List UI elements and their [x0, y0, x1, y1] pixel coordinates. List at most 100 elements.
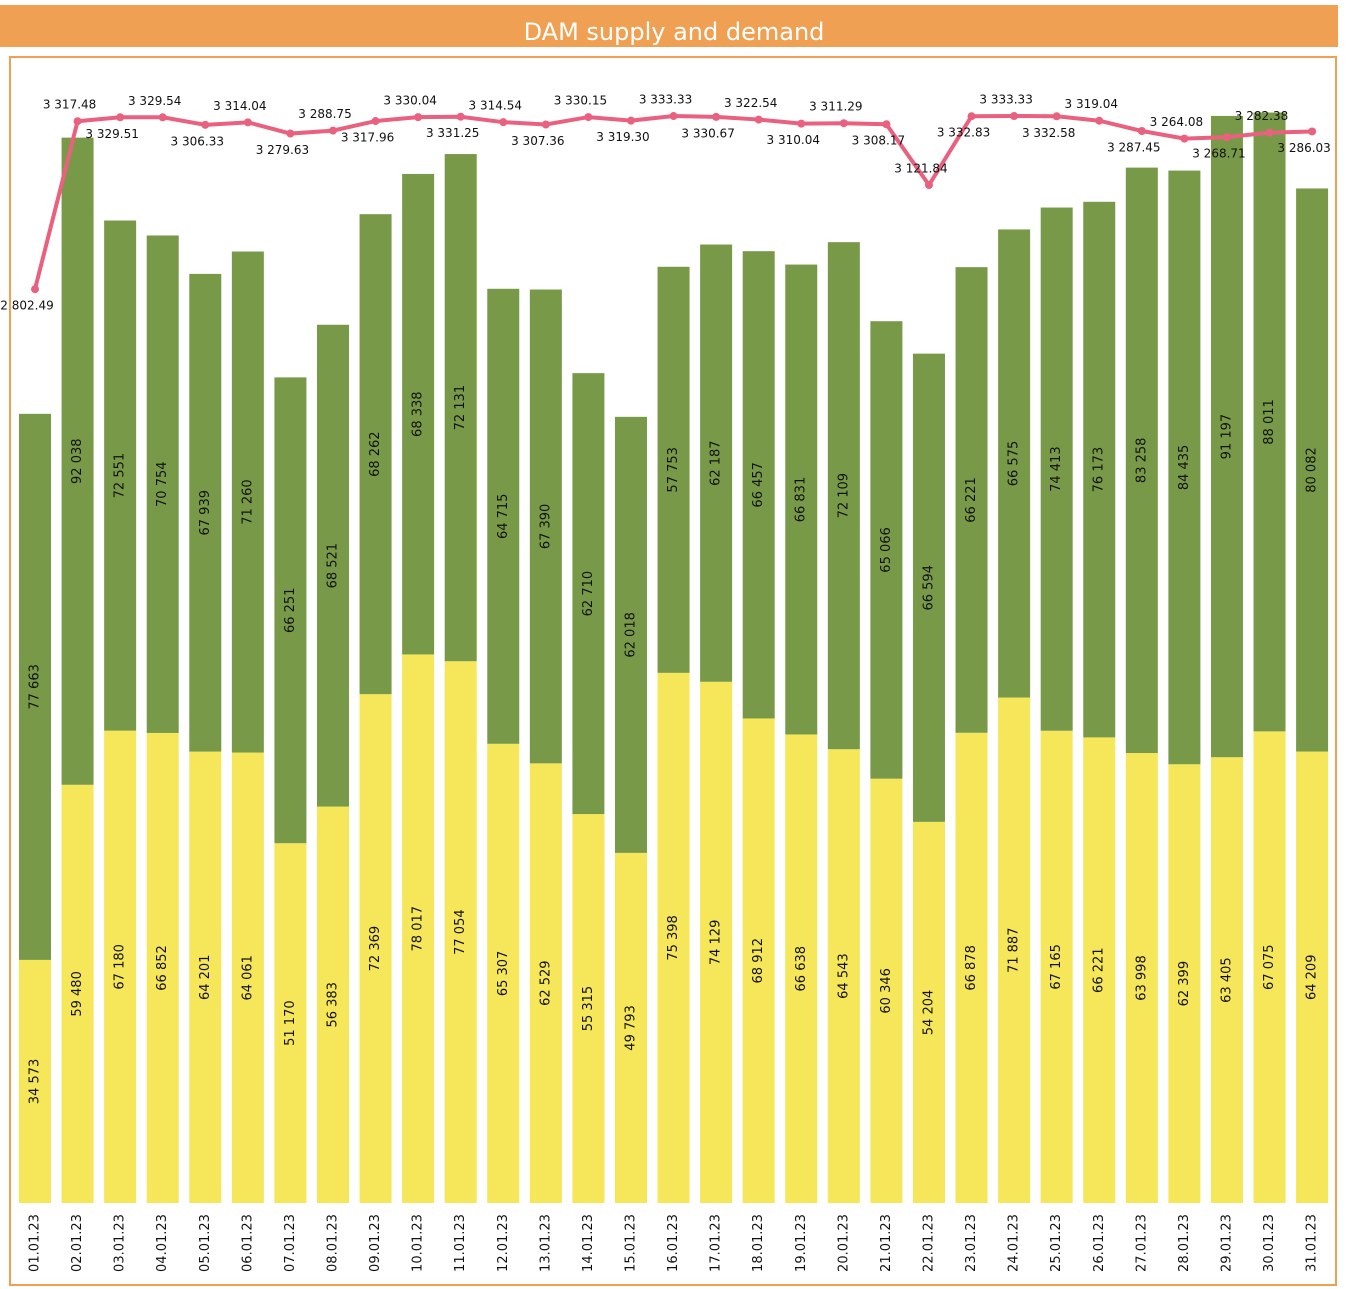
chart-title: DAM supply and demand [524, 18, 825, 46]
bar [231, 752, 264, 1203]
bar-value-label: 54 204 [921, 990, 936, 1036]
bar [402, 173, 435, 655]
bar [146, 235, 179, 733]
bar [402, 654, 435, 1203]
price-label: 3 308.17 [852, 134, 905, 148]
price-point [541, 120, 550, 129]
x-tick-label: 10.01.23 [411, 1214, 426, 1272]
bar [359, 694, 392, 1203]
bar-value-label: 66 221 [1092, 947, 1107, 993]
bar [1083, 737, 1116, 1203]
x-tick-label: 08.01.23 [325, 1214, 340, 1272]
x-tick-label: 18.01.23 [751, 1214, 766, 1272]
bar [614, 416, 647, 853]
bar [870, 778, 903, 1203]
bar-value-label: 66 457 [751, 462, 766, 508]
x-tick-label: 11.01.23 [453, 1214, 468, 1272]
bar [529, 289, 562, 764]
bar-value-label: 67 939 [198, 490, 213, 536]
price-point [456, 112, 465, 121]
price-point [1095, 116, 1104, 125]
bar-value-label: 66 878 [964, 945, 979, 991]
bar [955, 267, 988, 733]
bar-value-label: 62 187 [709, 440, 724, 486]
price-point [286, 129, 295, 138]
price-point [158, 113, 167, 122]
bar-value-label: 64 209 [1305, 955, 1320, 1001]
price-label: 3 330.15 [554, 94, 607, 108]
price-label: 3 310.04 [767, 133, 820, 147]
bar [231, 251, 264, 753]
bar-value-label: 34 573 [28, 1059, 43, 1105]
bar-value-label: 72 369 [368, 926, 383, 972]
x-tick-label: 26.01.23 [1092, 1214, 1107, 1272]
price-label: 3 307.36 [511, 134, 564, 148]
bar-value-label: 56 383 [325, 982, 340, 1028]
bar-value-label: 60 346 [879, 968, 894, 1014]
x-tick-label: 13.01.23 [538, 1214, 553, 1272]
bar-value-label: 67 165 [1049, 944, 1064, 990]
price-label: 3 311.29 [809, 100, 862, 114]
price-label: 3 314.04 [213, 99, 266, 113]
price-label: 3 322.54 [724, 96, 777, 110]
price-point [243, 118, 252, 127]
x-tick-label: 04.01.23 [155, 1214, 170, 1272]
bar [274, 377, 307, 844]
x-tick-label: 21.01.23 [879, 1214, 894, 1272]
bar [700, 244, 733, 682]
bar [572, 373, 605, 815]
bar [1125, 167, 1158, 754]
x-tick-label: 14.01.23 [581, 1214, 596, 1272]
price-label: 3 286.03 [1277, 141, 1330, 155]
bar-value-label: 84 435 [1177, 445, 1192, 491]
price-point [839, 119, 848, 128]
price-label: 3 333.33 [639, 93, 692, 107]
bar-value-label: 66 852 [155, 945, 170, 991]
price-point [882, 120, 891, 129]
bar-value-label: 76 173 [1092, 447, 1107, 493]
bar [444, 661, 477, 1203]
x-tick-label: 02.01.23 [70, 1214, 85, 1272]
bar-value-label: 66 831 [794, 477, 809, 523]
bar [572, 814, 605, 1203]
bar-value-label: 57 753 [666, 447, 681, 493]
bar [912, 821, 945, 1203]
x-tick-label: 27.01.23 [1134, 1214, 1149, 1272]
price-label: 3 330.67 [681, 126, 734, 140]
bar-value-label: 66 221 [964, 477, 979, 523]
bar-value-label: 74 413 [1049, 446, 1064, 492]
bar [1168, 764, 1201, 1203]
price-label: 3 331.25 [426, 126, 479, 140]
bar-value-label: 64 543 [836, 953, 851, 999]
price-label: 2 802.49 [0, 299, 53, 313]
x-tick-label: 23.01.23 [964, 1214, 979, 1272]
x-tick-label: 25.01.23 [1049, 1214, 1064, 1272]
bar-value-label: 62 529 [538, 960, 553, 1006]
bar-value-label: 49 793 [623, 1005, 638, 1051]
price-label: 3 288.75 [298, 107, 351, 121]
price-label: 3 264.08 [1150, 115, 1203, 129]
bar [274, 843, 307, 1203]
bar-value-label: 66 594 [921, 565, 936, 611]
bar [657, 672, 690, 1203]
bar-value-label: 68 262 [368, 431, 383, 477]
bar [998, 229, 1031, 698]
bar [1253, 112, 1286, 732]
bar-value-label: 77 663 [28, 664, 43, 710]
price-label: 3 330.04 [383, 94, 436, 108]
bar [1125, 753, 1158, 1203]
bar-value-label: 71 260 [240, 479, 255, 525]
bar [912, 353, 945, 822]
price-label: 3 333.33 [979, 93, 1032, 107]
price-label: 3 319.30 [596, 130, 649, 144]
bar [1168, 170, 1201, 765]
bar-value-label: 63 998 [1134, 955, 1149, 1001]
bar-value-label: 80 082 [1305, 447, 1320, 493]
x-tick-label: 20.01.23 [836, 1214, 851, 1272]
price-label: 3 332.58 [1022, 126, 1075, 140]
bar [955, 732, 988, 1203]
price-point [967, 112, 976, 121]
price-point [1010, 112, 1019, 121]
bar-value-label: 71 887 [1007, 928, 1022, 974]
price-label: 3 314.54 [469, 99, 522, 113]
